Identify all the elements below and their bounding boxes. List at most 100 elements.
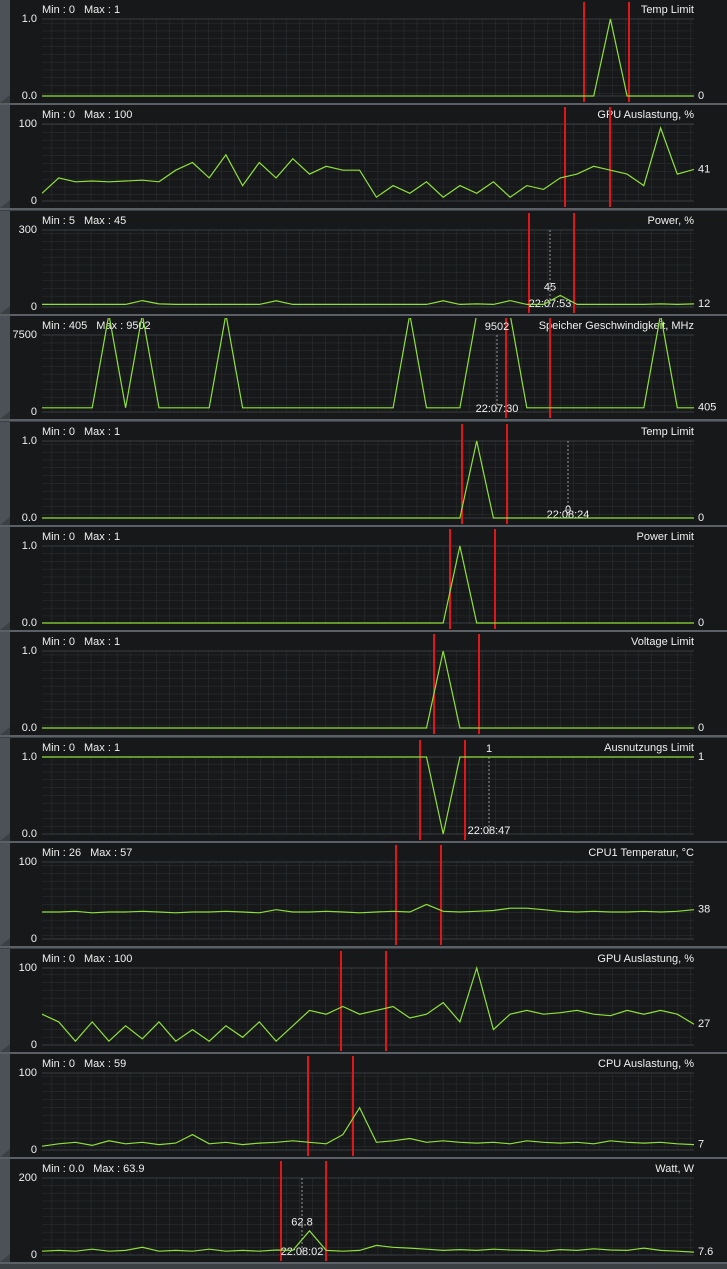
panel-title: Temp Limit xyxy=(641,426,694,438)
panel: 0.0 1.0 Min : 0 Max : 1 Power Limit 0 xyxy=(0,527,727,632)
data-line xyxy=(42,1106,694,1147)
y-tick-label: 0 xyxy=(31,301,37,313)
cursor-time: 22:08:02 xyxy=(281,1246,324,1258)
y-tick-label: 0.0 xyxy=(22,617,37,629)
y-tick-label: 1.0 xyxy=(22,13,37,25)
panel-bezel xyxy=(0,105,10,208)
current-value: 0 xyxy=(698,90,704,102)
panel-separator xyxy=(0,1052,727,1054)
max-label: Max : 1 xyxy=(84,531,120,543)
cursor-time: 22:08:47 xyxy=(468,825,511,837)
panel-separator xyxy=(0,208,727,210)
current-value: 0 xyxy=(698,512,704,524)
panel-bezel xyxy=(0,422,10,525)
min-label: Min : 26 xyxy=(42,847,81,859)
panel: 0 100 Min : 0 Max : 100 GPU Auslastung, % 41 xyxy=(0,105,727,210)
max-label: Max : 9502 xyxy=(96,320,150,332)
panel-separator xyxy=(0,630,727,632)
max-label: Max : 57 xyxy=(90,847,132,859)
panel-grid xyxy=(42,19,694,96)
y-tick-label: 0.0 xyxy=(22,512,37,524)
panel-grid xyxy=(42,1178,694,1255)
panel-title: Temp Limit xyxy=(641,4,694,16)
y-tick-label: 0 xyxy=(31,1249,37,1261)
panel-grid xyxy=(42,335,694,412)
min-label: Min : 0 xyxy=(42,1058,75,1070)
max-label: Max : 1 xyxy=(84,742,120,754)
panel-bezel xyxy=(0,843,10,946)
min-label: Min : 0 xyxy=(42,4,75,16)
panel-title: Power, % xyxy=(648,215,695,227)
panel-separator xyxy=(0,735,727,737)
y-tick-label: 0 xyxy=(31,1039,37,1051)
y-tick-label: 100 xyxy=(19,118,37,130)
panel: 0 100 Min : 26 Max : 57 CPU1 Temperatur, °C 3… xyxy=(0,843,727,948)
min-label: Min : 5 xyxy=(42,215,75,227)
y-tick-label: 1.0 xyxy=(22,645,37,657)
max-label: Max : 100 xyxy=(84,953,132,965)
max-label: Max : 100 xyxy=(84,109,132,121)
panel-grid xyxy=(42,230,694,307)
data-line xyxy=(42,903,694,914)
max-label: Max : 45 xyxy=(84,215,126,227)
max-label: Max : 1 xyxy=(84,426,120,438)
panel-grid xyxy=(42,757,694,834)
current-value: 405 xyxy=(698,402,716,414)
panel-bezel xyxy=(0,632,10,735)
max-label: Max : 59 xyxy=(84,1058,126,1070)
y-tick-label: 0 xyxy=(31,195,37,207)
panel-bezel xyxy=(0,738,10,841)
data-line xyxy=(42,756,694,835)
y-tick-label: 100 xyxy=(19,1067,37,1079)
cursor-value: 0 xyxy=(565,504,571,516)
cursor-value: 45 xyxy=(544,281,556,293)
panel-separator xyxy=(0,103,727,105)
y-tick-label: 0 xyxy=(31,933,37,945)
panel: 0 7500 Min : 405 Max : 9502 Speicher Geschwi… xyxy=(0,316,727,421)
current-value: 27 xyxy=(698,1018,710,1030)
max-label: Max : 63.9 xyxy=(93,1163,144,1175)
panel: 0 300 Min : 5 Max : 45 Power, % 12 45 22:07:53 xyxy=(0,211,727,316)
y-tick-label: 0.0 xyxy=(22,828,37,840)
y-tick-label: 300 xyxy=(19,224,37,236)
panel-grid xyxy=(42,124,694,201)
panel-title: Voltage Limit xyxy=(631,636,694,648)
current-value: 12 xyxy=(698,298,710,310)
panel-separator xyxy=(0,1262,727,1264)
panel-separator xyxy=(0,314,727,316)
max-label: Max : 1 xyxy=(84,4,120,16)
panel-bezel xyxy=(0,0,10,103)
y-tick-label: 1.0 xyxy=(22,751,37,763)
min-label: Min : 0 xyxy=(42,426,75,438)
panel-bezel xyxy=(0,1054,10,1157)
y-tick-label: 0.0 xyxy=(22,90,37,102)
min-label: Min : 0.0 xyxy=(42,1163,84,1175)
min-label: Min : 0 xyxy=(42,109,75,121)
y-tick-label: 0 xyxy=(31,1144,37,1156)
panel: 0.0 1.0 Min : 0 Max : 1 Voltage Limit 0 xyxy=(0,632,727,737)
panel: 0 100 Min : 0 Max : 100 GPU Auslastung, % 27 xyxy=(0,949,727,1054)
panel-grid xyxy=(42,862,694,939)
panel-separator xyxy=(0,525,727,527)
panel-grid xyxy=(42,1073,694,1150)
data-line xyxy=(42,125,694,199)
data-line xyxy=(42,650,694,729)
data-line xyxy=(42,965,694,1043)
cursor-time: 22:08:24 xyxy=(547,509,590,521)
y-tick-label: 1.0 xyxy=(22,435,37,447)
current-value: 0 xyxy=(698,617,704,629)
panel-title: Watt, W xyxy=(655,1163,694,1175)
panel-grid xyxy=(42,441,694,518)
data-line xyxy=(42,440,694,519)
panel-bezel xyxy=(0,211,10,314)
panel-title: GPU Auslastung, % xyxy=(597,953,694,965)
panel-grid xyxy=(42,968,694,1045)
panel-grid xyxy=(42,546,694,623)
panel-grid xyxy=(42,651,694,728)
data-line xyxy=(42,545,694,624)
y-tick-label: 7500 xyxy=(13,329,37,341)
panel: 0.0 1.0 Min : 0 Max : 1 Temp Limit 0 xyxy=(0,0,727,105)
panel: 0 200 Min : 0.0 Max : 63.9 Watt, W 7.6 62.8 22:… xyxy=(0,1159,727,1264)
